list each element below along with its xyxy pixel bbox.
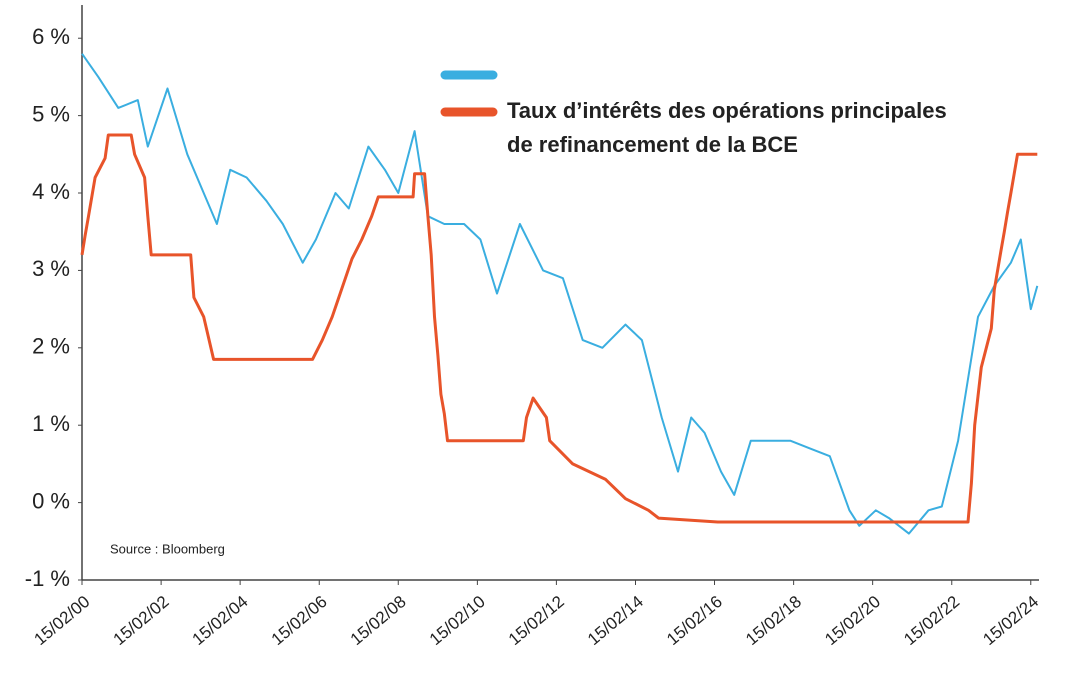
x-tick-label: 15/02/10 — [426, 592, 489, 649]
x-tick-label: 15/02/22 — [900, 592, 963, 649]
y-tick-label: 3 % — [32, 256, 70, 281]
x-tick-label: 15/02/08 — [347, 592, 410, 649]
x-tick-label: 15/02/12 — [505, 592, 568, 649]
x-tick-label: 15/02/16 — [663, 592, 726, 649]
y-tick-label: 2 % — [32, 334, 70, 359]
x-tick-label: 15/02/02 — [110, 592, 173, 649]
y-tick-label: 0 % — [32, 488, 70, 513]
y-tick-label: -1 % — [25, 566, 70, 591]
y-tick-label: 4 % — [32, 179, 70, 204]
legend-label: Taux d’intérêts des opérations principal… — [507, 98, 947, 157]
x-tick-label: 15/02/20 — [821, 592, 884, 649]
x-tick-label: 15/02/06 — [268, 592, 331, 649]
series-line — [80, 133, 1038, 524]
x-tick-label: 15/02/24 — [979, 592, 1042, 649]
source-note: Source : Bloomberg — [110, 541, 225, 556]
x-tick-label: 15/02/14 — [584, 592, 647, 649]
y-tick-label: 5 % — [32, 101, 70, 126]
x-tick-label: 15/02/18 — [742, 592, 805, 649]
x-tick-label: 15/02/00 — [31, 592, 94, 649]
x-tick-label: 15/02/04 — [189, 592, 252, 649]
y-tick-label: 1 % — [32, 411, 70, 436]
y-tick-label: 6 % — [32, 24, 70, 49]
series-line — [81, 53, 1039, 535]
